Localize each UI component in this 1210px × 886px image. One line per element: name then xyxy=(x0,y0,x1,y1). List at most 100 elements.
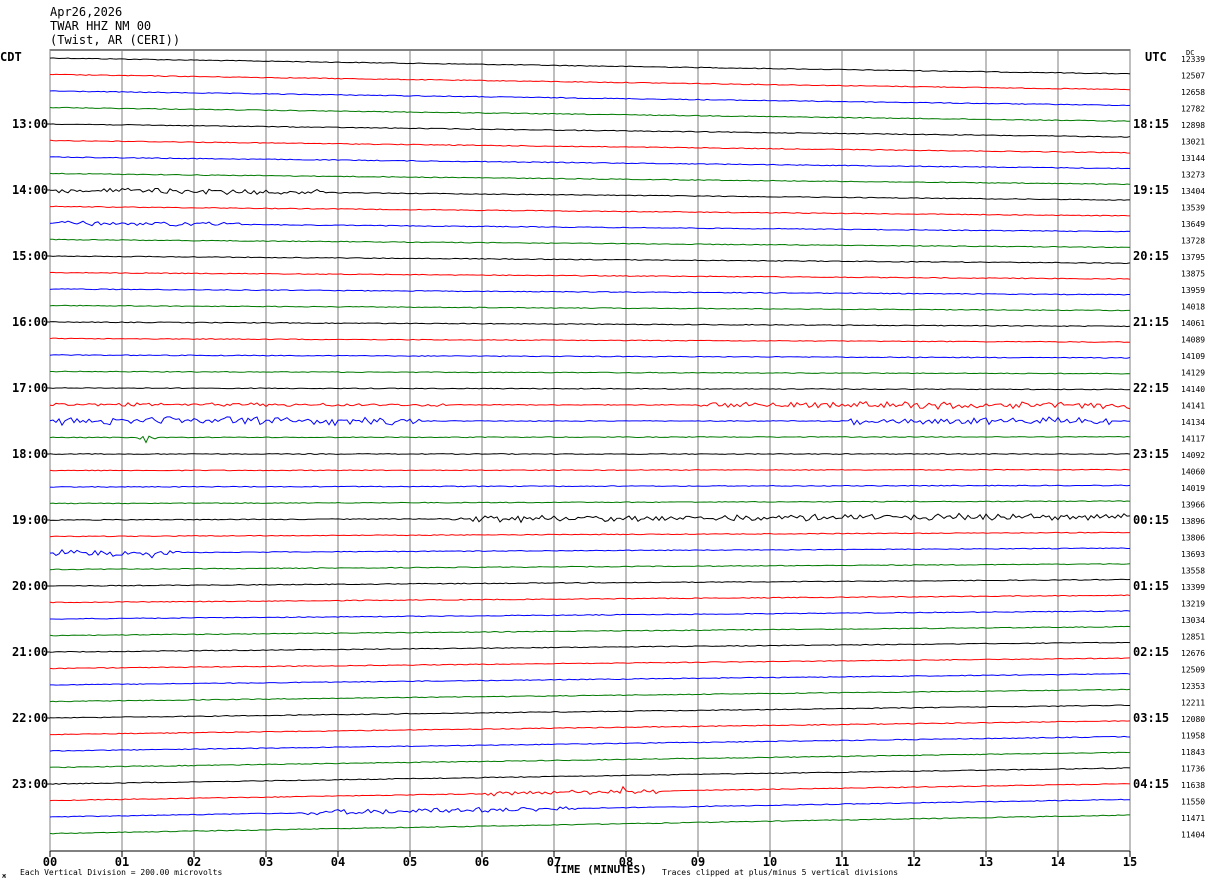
location-label: (Twist, AR (CERI)) xyxy=(50,33,181,47)
left-hour-label: 13:00 xyxy=(12,117,48,131)
x-tick-label: 00 xyxy=(43,855,57,869)
trace-line xyxy=(49,435,1131,444)
x-tick-label: 14 xyxy=(1051,855,1065,869)
dc-offset-label: 13021 xyxy=(1181,138,1205,147)
trace-line xyxy=(49,594,1131,604)
left-timezone-label: CDT xyxy=(0,50,22,64)
dc-offset-label: 12353 xyxy=(1181,682,1205,691)
trace-line xyxy=(49,563,1131,571)
trace-line xyxy=(49,610,1131,620)
dc-offset-label: 14018 xyxy=(1181,303,1205,312)
trace-line xyxy=(49,271,1131,280)
dc-offset-label: 14092 xyxy=(1181,451,1205,460)
dc-offset-label: 11550 xyxy=(1181,798,1205,807)
trace-line xyxy=(49,57,1131,75)
x-tick-label: 11 xyxy=(835,855,849,869)
clip-note: Traces clipped at plus/minus 5 vertical … xyxy=(662,868,899,877)
right-hour-label: 21:15 xyxy=(1133,315,1169,329)
dc-offset-label: 13144 xyxy=(1181,154,1205,163)
plot-frame xyxy=(49,49,1131,852)
trace-line xyxy=(49,220,1131,233)
dc-offset-label: 13728 xyxy=(1181,237,1205,246)
left-hour-label: 16:00 xyxy=(12,315,48,329)
trace-line xyxy=(49,337,1131,343)
x-tick-label: 01 xyxy=(115,855,129,869)
dc-offset-label: 12782 xyxy=(1181,105,1205,114)
left-hour-label: 15:00 xyxy=(12,249,48,263)
dc-offset-label: 12507 xyxy=(1181,72,1205,81)
dc-offset-label: 13539 xyxy=(1181,204,1205,213)
station-label: TWAR HHZ NM 00 xyxy=(50,19,152,33)
right-hour-label: 19:15 xyxy=(1133,183,1169,197)
vertical-division-note: Each Vertical Division = 200.00 microvol… xyxy=(20,868,223,877)
dc-offset-label: 13896 xyxy=(1181,517,1205,526)
trace-line xyxy=(49,156,1131,170)
left-hour-label: 23:00 xyxy=(12,777,48,791)
dc-offset-label: 12339 xyxy=(1181,55,1205,64)
left-hour-label: 21:00 xyxy=(12,645,48,659)
right-hour-label: 01:15 xyxy=(1133,579,1169,593)
left-hour-label: 20:00 xyxy=(12,579,48,593)
trace-line xyxy=(49,673,1131,686)
dc-offset-label: 13959 xyxy=(1181,286,1205,295)
left-hour-label: 14:00 xyxy=(12,183,48,197)
x-tick-label: 07 xyxy=(547,855,561,869)
dc-offset-label: 14109 xyxy=(1181,352,1205,361)
left-hour-label: 18:00 xyxy=(12,447,48,461)
x-tick-label: 05 xyxy=(403,855,417,869)
x-tick-label: 02 xyxy=(187,855,201,869)
trace-line xyxy=(49,370,1131,375)
x-tick-label: 03 xyxy=(259,855,273,869)
right-hour-label: 02:15 xyxy=(1133,645,1169,659)
trace-line xyxy=(49,172,1131,185)
trace-line xyxy=(49,139,1131,154)
right-hour-label: 23:15 xyxy=(1133,447,1169,461)
dc-offset-label: 13795 xyxy=(1181,253,1205,262)
trace-line xyxy=(49,484,1131,488)
dc-offset-label: 14061 xyxy=(1181,319,1205,328)
trace-line xyxy=(49,288,1131,296)
trace-line xyxy=(49,255,1131,265)
dc-offset-label: 13649 xyxy=(1181,220,1205,229)
dc-offset-label: 14129 xyxy=(1181,369,1205,378)
trace-line xyxy=(49,123,1131,138)
dc-offset-label: 11843 xyxy=(1181,748,1205,757)
dc-offset-label: 13404 xyxy=(1181,187,1205,196)
dc-offset-label: 13219 xyxy=(1181,600,1205,609)
trace-line xyxy=(49,73,1131,91)
x-tick-label: 10 xyxy=(763,855,777,869)
trace-line xyxy=(49,500,1131,505)
dc-offset-label: 14141 xyxy=(1181,402,1205,411)
dc-offset-label: 13558 xyxy=(1181,567,1205,576)
trace-line xyxy=(49,783,1131,802)
trace-line xyxy=(49,704,1131,719)
date-label: Apr26,2026 xyxy=(50,5,123,19)
dc-offset-label: 13693 xyxy=(1181,550,1205,559)
trace-line xyxy=(49,238,1131,249)
trace-line xyxy=(49,531,1131,538)
right-hour-label: 20:15 xyxy=(1133,249,1169,263)
trace-line xyxy=(49,751,1131,769)
right-hour-label: 22:15 xyxy=(1133,381,1169,395)
x-tick-label: 13 xyxy=(979,855,993,869)
dc-offset-label: 12898 xyxy=(1181,121,1205,130)
dc-offset-label: 14019 xyxy=(1181,484,1205,493)
right-timezone-label: UTC xyxy=(1145,50,1167,64)
trace-line xyxy=(49,400,1131,410)
left-hour-label: 17:00 xyxy=(12,381,48,395)
trace-line xyxy=(49,512,1131,524)
trace-line xyxy=(49,106,1131,122)
trace-line xyxy=(49,304,1131,312)
x-tick-label: 12 xyxy=(907,855,921,869)
trace-line xyxy=(49,354,1131,359)
trace-line xyxy=(49,205,1131,217)
dc-offset-label: 11638 xyxy=(1181,781,1205,790)
corner-mark: ж xyxy=(2,872,7,880)
dc-offset-label: 11736 xyxy=(1181,765,1205,774)
dc-offset-label: 12658 xyxy=(1181,88,1205,97)
trace-line xyxy=(49,814,1131,835)
x-tick-label: 04 xyxy=(331,855,345,869)
trace-line xyxy=(49,735,1131,752)
trace-line xyxy=(49,321,1131,328)
